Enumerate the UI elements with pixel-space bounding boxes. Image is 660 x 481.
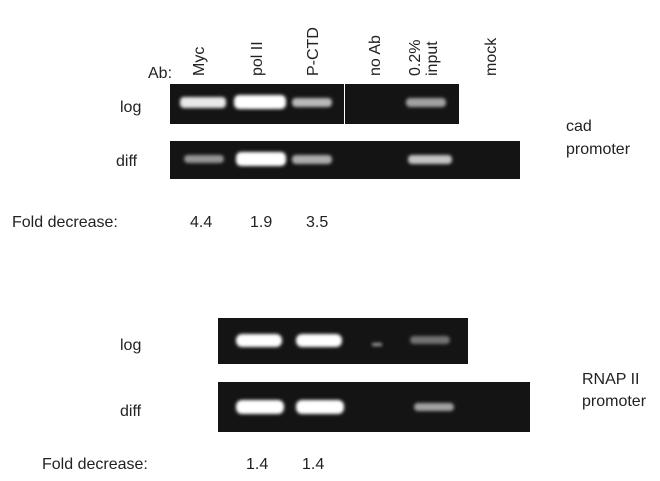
fold-value: 1.4: [246, 456, 268, 473]
row-label: diff: [116, 153, 138, 170]
column-label: input: [424, 41, 441, 76]
fold-value: 3.5: [306, 214, 328, 231]
fold-value: 1.9: [250, 214, 272, 231]
figure: Ab: Myc pol II P-CTD no Ab 0.2% input mo…: [0, 0, 660, 476]
column-label: pol II: [249, 41, 266, 76]
panel-name: promoter: [566, 141, 631, 158]
fold-label: Fold decrease:: [12, 214, 118, 231]
column-label: no Ab: [367, 35, 384, 76]
fold-value: 4.4: [190, 214, 212, 231]
ab-label: Ab:: [148, 65, 172, 82]
panel-name: promoter: [582, 393, 647, 410]
column-label: mock: [483, 37, 500, 76]
panel-name: cad: [566, 118, 592, 135]
column-label: 0.2%: [407, 40, 424, 76]
gel: [218, 318, 468, 364]
gel: [170, 141, 520, 179]
gel: [218, 382, 530, 432]
fold-label: Fold decrease:: [42, 456, 148, 473]
column-label: P-CTD: [305, 27, 322, 76]
fold-value: 1.4: [302, 456, 324, 473]
row-label: log: [120, 337, 141, 354]
row-label: diff: [120, 403, 142, 420]
panel-name: RNAP II: [582, 371, 640, 388]
gel: [170, 84, 459, 124]
column-label: Myc: [191, 47, 208, 76]
row-label: log: [120, 99, 141, 116]
